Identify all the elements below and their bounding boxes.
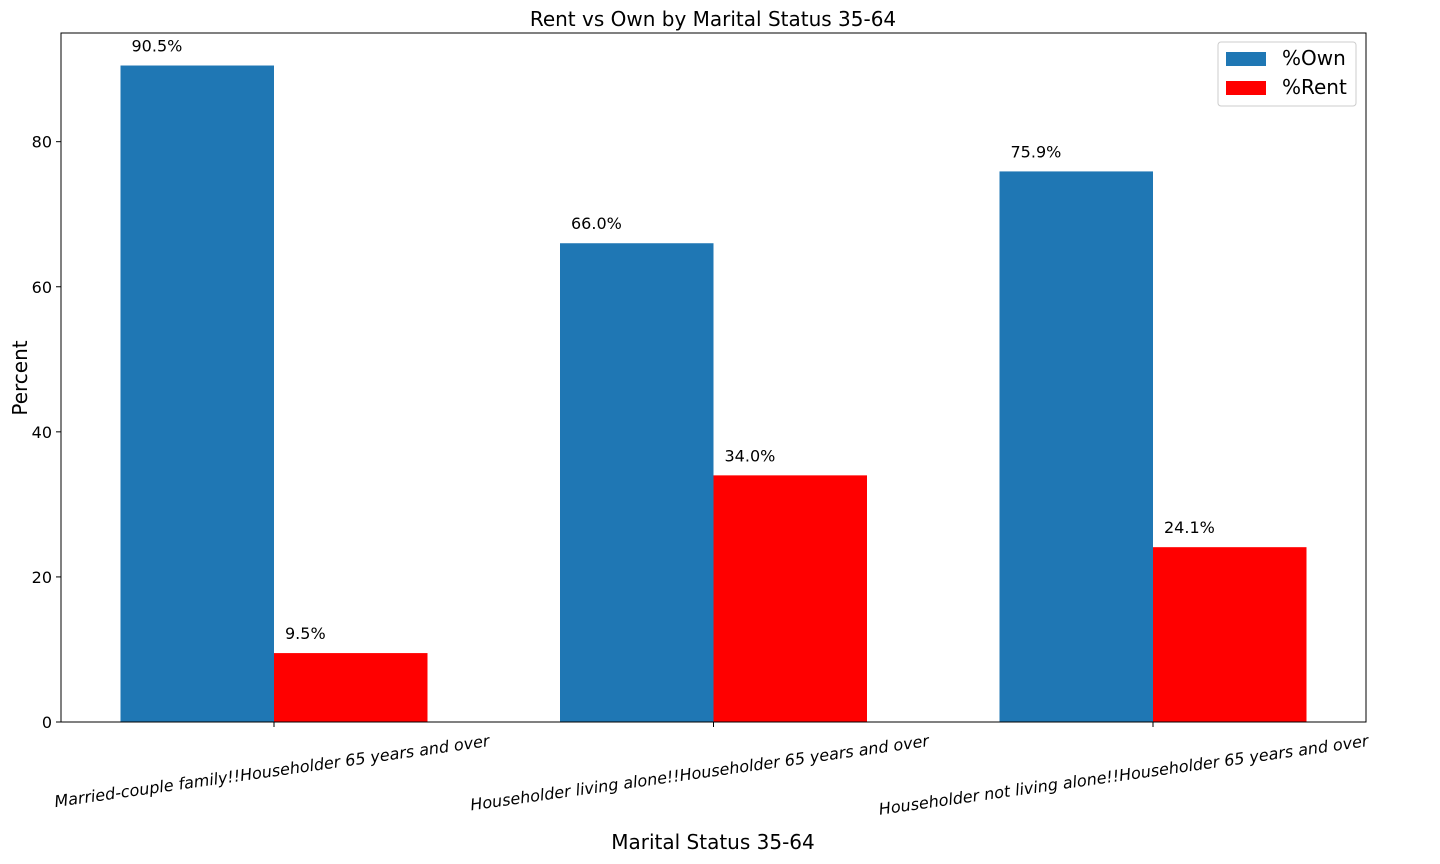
bar-own-1 bbox=[560, 243, 714, 722]
data-label-rent-2: 24.1% bbox=[1164, 518, 1215, 537]
legend-swatch-rent bbox=[1226, 81, 1266, 95]
y-axis: 0 20 40 60 80 bbox=[32, 133, 61, 732]
y-tick-label: 40 bbox=[32, 423, 52, 442]
legend-label-own: %Own bbox=[1282, 46, 1346, 70]
x-tick-label: Married-couple family!!Householder 65 ye… bbox=[53, 731, 492, 811]
bar-rent-1 bbox=[713, 475, 867, 722]
x-axis: Married-couple family!!Householder 65 ye… bbox=[53, 722, 1371, 819]
data-label-own-1: 66.0% bbox=[571, 214, 622, 233]
data-label-own-2: 75.9% bbox=[1011, 142, 1062, 161]
bar-rent-2 bbox=[1153, 547, 1307, 722]
bar-own-0 bbox=[120, 65, 274, 722]
x-tick-label: Householder living alone!!Householder 65… bbox=[469, 731, 931, 814]
y-tick-label: 60 bbox=[32, 278, 52, 297]
bar-rent-0 bbox=[274, 653, 428, 722]
x-tick-label: Householder not living alone!!Householde… bbox=[878, 731, 1371, 819]
data-labels-group: 90.5% 66.0% 75.9% 9.5% 34.0% 24.1% bbox=[132, 37, 1215, 644]
y-axis-title: Percent bbox=[8, 340, 32, 415]
y-tick-label: 20 bbox=[32, 568, 52, 587]
legend: %Own %Rent bbox=[1217, 41, 1357, 107]
data-label-own-0: 90.5% bbox=[132, 37, 183, 56]
y-tick-label: 0 bbox=[42, 713, 52, 732]
data-label-rent-0: 9.5% bbox=[285, 624, 326, 643]
data-label-rent-1: 34.0% bbox=[725, 446, 776, 465]
x-axis-title: Marital Status 35-64 bbox=[611, 830, 815, 854]
bars-group bbox=[120, 65, 1307, 723]
legend-label-rent: %Rent bbox=[1282, 75, 1347, 99]
chart-title: Rent vs Own by Marital Status 35-64 bbox=[530, 7, 896, 31]
y-tick-label: 80 bbox=[32, 133, 52, 152]
bar-own-2 bbox=[999, 171, 1153, 723]
legend-swatch-own bbox=[1226, 52, 1266, 66]
